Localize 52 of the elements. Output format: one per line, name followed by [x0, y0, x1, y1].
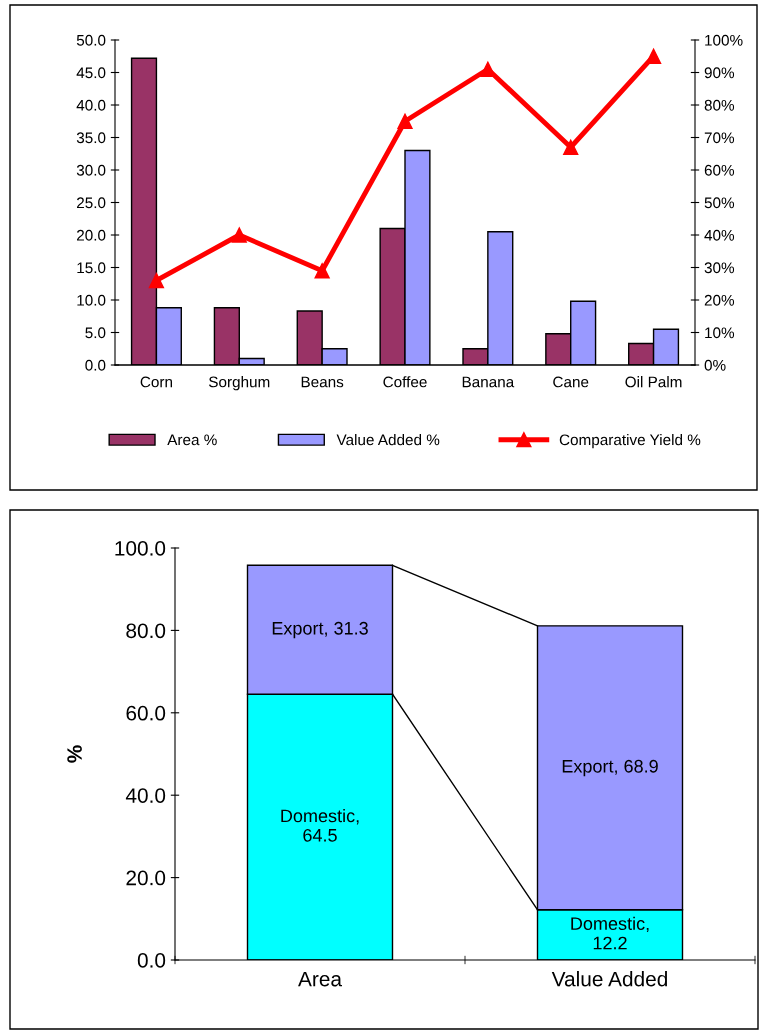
y-tick-label: 25.0	[77, 197, 106, 209]
y-tick-label: 15.0	[77, 262, 106, 274]
y2-tick-label: 60%	[704, 164, 735, 176]
y-tick-label: 5.0	[85, 327, 106, 339]
point	[314, 263, 330, 279]
y-tick-label: 10.0	[77, 294, 106, 306]
point	[645, 48, 662, 64]
y-tick-label: 20.0	[77, 229, 106, 241]
data-label: Export, 31.3	[272, 621, 368, 639]
x-tick-label: Oil Palm	[625, 376, 682, 388]
y2-tick-label: 80%	[704, 99, 735, 111]
y-tick-label: 0.0	[137, 953, 166, 968]
y-tick-label: 60.0	[126, 705, 166, 721]
y-tick-label: 50.0	[76, 34, 106, 46]
legend-label: Area %	[167, 434, 217, 446]
point	[397, 113, 413, 129]
y2-tick-label: 30%	[704, 262, 735, 274]
legend-label: Value Added %	[336, 434, 440, 446]
x-tick-label: Cane	[553, 376, 589, 388]
x-tick-label: Area	[298, 971, 342, 987]
point	[563, 139, 579, 155]
data-label: Domestic, 12.2	[571, 916, 649, 950]
y-axis-title: %	[67, 745, 82, 763]
x-tick-label: Value Added	[551, 971, 667, 987]
y-tick-label: 0.0	[85, 359, 106, 371]
y-tick-label: 45.0	[76, 67, 106, 79]
y2-tick-label: 50%	[704, 197, 735, 209]
y2-tick-label: 100%	[705, 34, 743, 46]
data-label: Export, 68.9	[562, 759, 658, 777]
y-tick-label: 35.0	[76, 132, 106, 144]
x-tick-label: Sorghum	[208, 376, 270, 391]
x-tick-label: Corn	[140, 376, 172, 388]
x-tick-label: Beans	[301, 376, 344, 388]
y-tick-label: 40.0	[76, 99, 106, 111]
point	[480, 61, 496, 77]
data-label: Domestic, 64.5	[281, 808, 359, 842]
y-tick-label: 20.0	[126, 870, 166, 886]
y-tick-label: 100.0	[115, 541, 166, 556]
y2-tick-label: 0%	[704, 359, 726, 371]
y2-tick-label: 70%	[704, 132, 735, 144]
y2-tick-label: 40%	[704, 229, 735, 241]
x-tick-label: Coffee	[383, 376, 427, 388]
y-tick-label: 80.0	[126, 623, 166, 639]
point	[231, 227, 247, 243]
y-tick-label: 30.0	[76, 164, 106, 176]
x-tick-label: Banana	[462, 376, 515, 388]
y2-tick-label: 10%	[705, 327, 735, 339]
point	[148, 272, 165, 289]
y2-tick-label: 20%	[704, 294, 735, 306]
y-tick-label: 40.0	[125, 788, 166, 803]
legend-label: Comparative Yield %	[559, 434, 701, 449]
y2-tick-label: 90%	[704, 67, 735, 79]
